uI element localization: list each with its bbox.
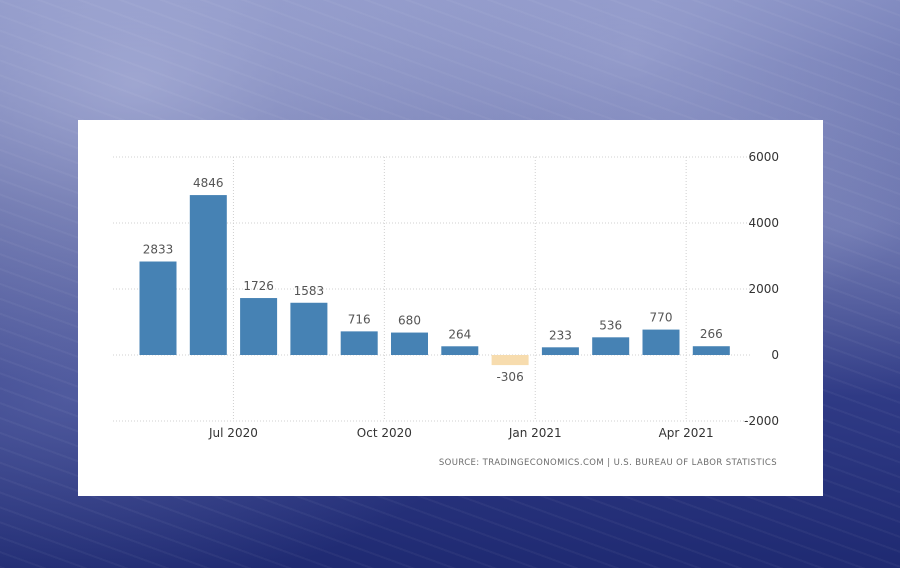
bar	[692, 346, 730, 355]
bar	[139, 261, 177, 355]
bar	[541, 347, 579, 355]
x-axis: Jul 2020 Oct 2020 Jan 2021 Apr 2021	[208, 426, 714, 440]
bar	[340, 331, 378, 355]
bar	[441, 346, 479, 355]
bar	[189, 195, 227, 355]
bar-value-label: 1583	[294, 284, 325, 298]
data-labels: 2833 4846 1726 1583 716 680 264 -306 233 536 770 26…	[143, 176, 723, 384]
y-tick-label: 0	[771, 348, 779, 362]
bar-value-label: 2833	[143, 243, 174, 257]
bar-value-label: 1726	[243, 279, 274, 293]
bar-value-label: 264	[448, 327, 471, 341]
x-tick-label: Jul 2020	[208, 426, 258, 440]
bar	[391, 332, 428, 355]
bar	[240, 298, 278, 355]
grid-lines	[113, 156, 750, 422]
y-tick-label: -2000	[744, 414, 779, 428]
x-tick-label: Jan 2021	[508, 426, 562, 440]
bar-value-label: 716	[348, 312, 371, 326]
bar-value-label: 4846	[193, 176, 224, 190]
bar	[642, 329, 680, 355]
bar-value-label: 770	[650, 311, 673, 325]
bar	[491, 355, 529, 366]
x-tick-label: Oct 2020	[357, 426, 412, 440]
bar-value-label: 680	[398, 314, 421, 328]
bar-value-label: 233	[549, 328, 572, 342]
y-tick-label: 6000	[748, 150, 779, 164]
y-tick-label: 4000	[748, 216, 779, 230]
source-note: SOURCE: TRADINGECONOMICS.COM | U.S. BURE…	[439, 458, 777, 468]
bar	[290, 302, 328, 355]
x-tick-label: Apr 2021	[659, 426, 714, 440]
bars	[139, 195, 730, 366]
y-tick-label: 2000	[748, 282, 779, 296]
chart-card: 2833 4846 1726 1583 716 680 264 -306 233 536 770 26…	[78, 120, 823, 496]
bar-chart: 2833 4846 1726 1583 716 680 264 -306 233 536 770 26…	[113, 150, 779, 468]
bar	[592, 337, 630, 355]
bar-value-label: 266	[700, 327, 723, 341]
bar-value-label: -306	[496, 370, 523, 384]
bar-value-label: 536	[599, 318, 622, 332]
y-axis: 6000 4000 2000 0 -2000	[744, 150, 779, 428]
